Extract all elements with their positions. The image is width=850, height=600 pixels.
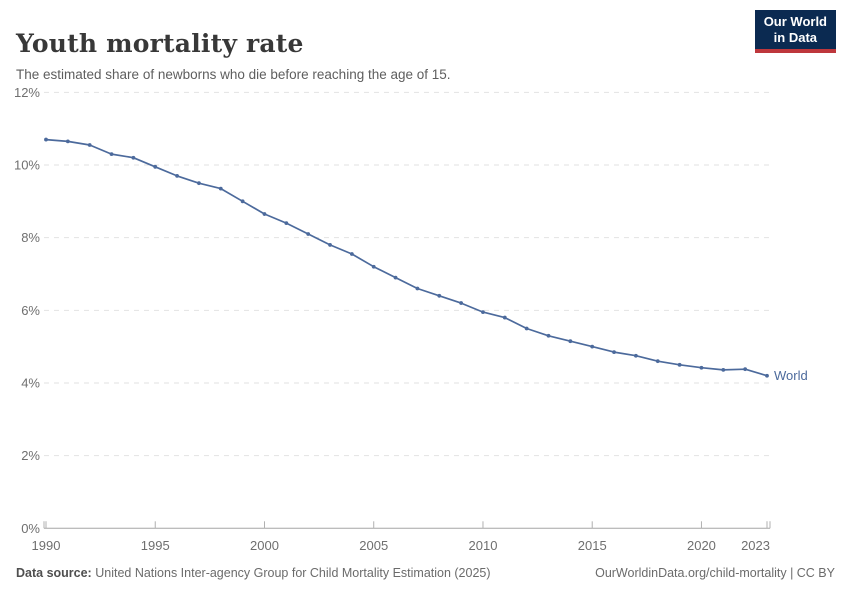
data-point (721, 368, 726, 372)
data-source-note: Data source: United Nations Inter-agency… (16, 566, 491, 580)
data-source-label: Data source: (16, 566, 92, 580)
data-point (218, 186, 223, 191)
x-axis-tick-label: 1990 (32, 538, 61, 553)
data-point (65, 139, 70, 144)
x-axis-tick-label: 2005 (359, 538, 388, 553)
data-point (437, 293, 442, 298)
x-axis-tick-label: 2020 (687, 538, 716, 553)
data-point (349, 252, 354, 256)
y-axis-tick-label: 0% (21, 521, 40, 536)
x-axis-tick-label: 1995 (141, 538, 170, 553)
data-point (415, 286, 420, 291)
data-point (524, 326, 529, 331)
data-point (546, 333, 551, 338)
owid-logo-line1: Our World (763, 14, 827, 29)
data-point (393, 275, 398, 280)
data-point (131, 155, 136, 160)
data-point (306, 232, 311, 236)
x-axis-tick-label: 2010 (469, 538, 498, 553)
data-point (677, 362, 682, 367)
page-footer: Data source: United Nations Inter-agency… (0, 566, 850, 580)
x-axis-tick-label: 2000 (250, 538, 279, 553)
data-point (699, 365, 704, 370)
data-point (284, 221, 289, 226)
data-point (87, 143, 92, 147)
y-axis-tick-label: 10% (14, 158, 40, 173)
world-series-line[interactable] (45, 138, 768, 377)
y-axis-tick-label: 12% (14, 85, 40, 100)
series-label-world[interactable]: World (774, 368, 808, 383)
data-point (655, 359, 660, 364)
data-point (481, 310, 485, 315)
data-point (44, 137, 48, 142)
owid-logo[interactable]: Our World in Data (754, 10, 836, 53)
y-axis-tick-label: 6% (21, 303, 40, 318)
y-axis-tick-label: 2% (21, 448, 40, 463)
data-point (197, 181, 201, 186)
data-source-value: United Nations Inter-agency Group for Ch… (95, 566, 491, 580)
data-point (568, 339, 573, 344)
data-point (590, 344, 595, 349)
data-point (634, 353, 638, 358)
data-point (109, 152, 114, 157)
y-axis-tick-label: 4% (21, 375, 40, 390)
data-point (371, 264, 376, 269)
data-point (765, 373, 769, 378)
data-point (502, 315, 507, 320)
page-title: Youth mortality rate (16, 28, 304, 58)
data-point (612, 350, 616, 354)
data-point (459, 301, 464, 305)
data-point (153, 164, 158, 169)
y-axis-tick-label: 8% (21, 230, 40, 245)
data-point (262, 212, 267, 216)
data-point (743, 367, 748, 372)
credit-link[interactable]: OurWorldinData.org/child-mortality | CC … (595, 566, 835, 580)
page-subtitle: The estimated share of newborns who die … (16, 66, 451, 82)
data-point (240, 199, 245, 204)
x-axis-tick-label: 2023 (741, 538, 770, 553)
data-point (328, 243, 332, 247)
owid-logo-line2: in Data (773, 30, 818, 45)
data-point (175, 173, 179, 178)
x-axis-tick-label: 2015 (578, 538, 607, 553)
